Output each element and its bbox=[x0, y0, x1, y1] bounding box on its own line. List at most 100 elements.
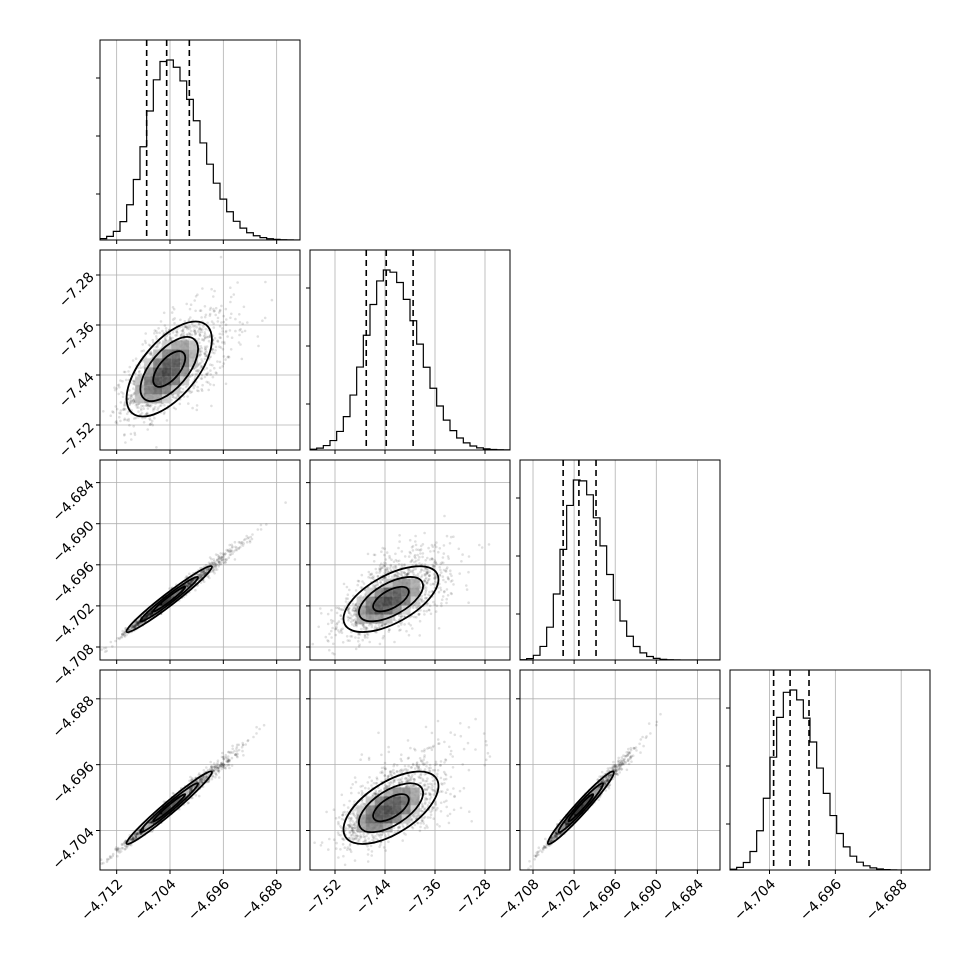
sample-point bbox=[202, 570, 205, 574]
sample-point bbox=[122, 370, 126, 374]
sample-point bbox=[210, 766, 214, 770]
sample-point bbox=[171, 306, 175, 309]
sample-point bbox=[196, 371, 200, 374]
sample-point bbox=[399, 615, 403, 619]
sample-point bbox=[426, 596, 429, 600]
sample-point bbox=[149, 350, 153, 354]
sample-point bbox=[376, 582, 380, 585]
sample-point bbox=[217, 565, 220, 568]
sample-point bbox=[246, 739, 249, 743]
sample-point bbox=[212, 562, 215, 565]
sample-point bbox=[124, 408, 127, 411]
sample-point bbox=[224, 755, 228, 759]
sample-point bbox=[188, 333, 192, 336]
sample-point bbox=[224, 552, 227, 556]
sample-point bbox=[424, 597, 427, 600]
sample-point bbox=[123, 403, 126, 406]
sample-point bbox=[235, 747, 238, 751]
sample-point bbox=[203, 375, 207, 379]
sample-point bbox=[135, 406, 139, 409]
sample-point bbox=[132, 398, 135, 402]
sample-point bbox=[336, 621, 339, 625]
sample-point bbox=[137, 617, 141, 621]
sample-point bbox=[146, 403, 149, 407]
sample-point bbox=[187, 325, 191, 328]
sample-point bbox=[383, 547, 386, 550]
sample-point bbox=[120, 635, 124, 639]
sample-point bbox=[231, 751, 234, 754]
sample-point bbox=[157, 406, 160, 409]
sample-point bbox=[190, 580, 193, 584]
sample-point bbox=[366, 633, 370, 637]
sample-point bbox=[199, 352, 202, 356]
sample-point bbox=[134, 357, 138, 361]
sample-point bbox=[223, 559, 227, 562]
sample-point bbox=[146, 614, 150, 618]
sample-point bbox=[128, 389, 131, 392]
sample-point bbox=[204, 571, 207, 575]
sample-point bbox=[232, 293, 236, 296]
sample-point bbox=[127, 628, 131, 631]
sample-point bbox=[125, 633, 128, 637]
sample-point bbox=[190, 787, 193, 791]
sample-point bbox=[400, 550, 404, 553]
sample-point bbox=[206, 569, 210, 572]
sample-point bbox=[380, 578, 384, 581]
sample-point bbox=[140, 349, 143, 353]
sample-point bbox=[135, 623, 138, 627]
sample-point bbox=[388, 628, 391, 631]
sample-point bbox=[424, 573, 427, 576]
sample-point bbox=[200, 350, 203, 353]
sample-point bbox=[236, 281, 239, 284]
sample-point bbox=[328, 648, 331, 652]
sample-point bbox=[354, 603, 358, 606]
sample-point bbox=[241, 540, 244, 544]
sample-point bbox=[440, 602, 443, 605]
sample-point bbox=[373, 553, 377, 557]
density-cell bbox=[383, 614, 393, 624]
sample-point bbox=[376, 575, 380, 578]
sample-point bbox=[123, 634, 126, 637]
sample-point bbox=[200, 330, 203, 334]
density-cell bbox=[383, 587, 393, 597]
sample-point bbox=[178, 402, 182, 406]
sample-point bbox=[136, 623, 140, 627]
sample-point bbox=[174, 334, 177, 337]
sample-point bbox=[326, 639, 329, 642]
sample-point bbox=[139, 372, 143, 376]
sample-point bbox=[201, 570, 204, 573]
sample-point bbox=[330, 636, 333, 639]
sample-point bbox=[209, 369, 212, 372]
density-cell bbox=[144, 385, 154, 395]
sample-point bbox=[114, 405, 117, 408]
sample-point bbox=[393, 640, 396, 644]
sample-point bbox=[467, 570, 470, 574]
sample-point bbox=[228, 760, 231, 763]
sample-point bbox=[132, 379, 136, 383]
sample-point bbox=[124, 847, 127, 851]
sample-point bbox=[305, 652, 308, 655]
sample-point bbox=[434, 560, 437, 564]
density-cell bbox=[171, 358, 181, 368]
sample-point bbox=[418, 549, 422, 552]
sample-point bbox=[122, 408, 126, 411]
sample-point bbox=[420, 594, 424, 598]
sample-point bbox=[155, 344, 159, 348]
sample-point bbox=[440, 561, 444, 564]
sample-point bbox=[225, 318, 228, 321]
sample-point bbox=[384, 558, 388, 561]
sample-point bbox=[130, 844, 133, 847]
sample-point bbox=[172, 792, 176, 796]
sample-point bbox=[200, 778, 204, 782]
sample-point bbox=[437, 590, 441, 594]
sample-point bbox=[207, 339, 211, 343]
sample-point bbox=[180, 329, 184, 333]
sample-point bbox=[358, 643, 361, 646]
sample-point bbox=[128, 403, 131, 406]
sample-point bbox=[136, 621, 140, 624]
sample-point bbox=[118, 411, 121, 415]
sample-point bbox=[352, 609, 356, 613]
sample-point bbox=[133, 625, 136, 628]
sample-point bbox=[155, 337, 159, 341]
sample-point bbox=[149, 820, 153, 824]
